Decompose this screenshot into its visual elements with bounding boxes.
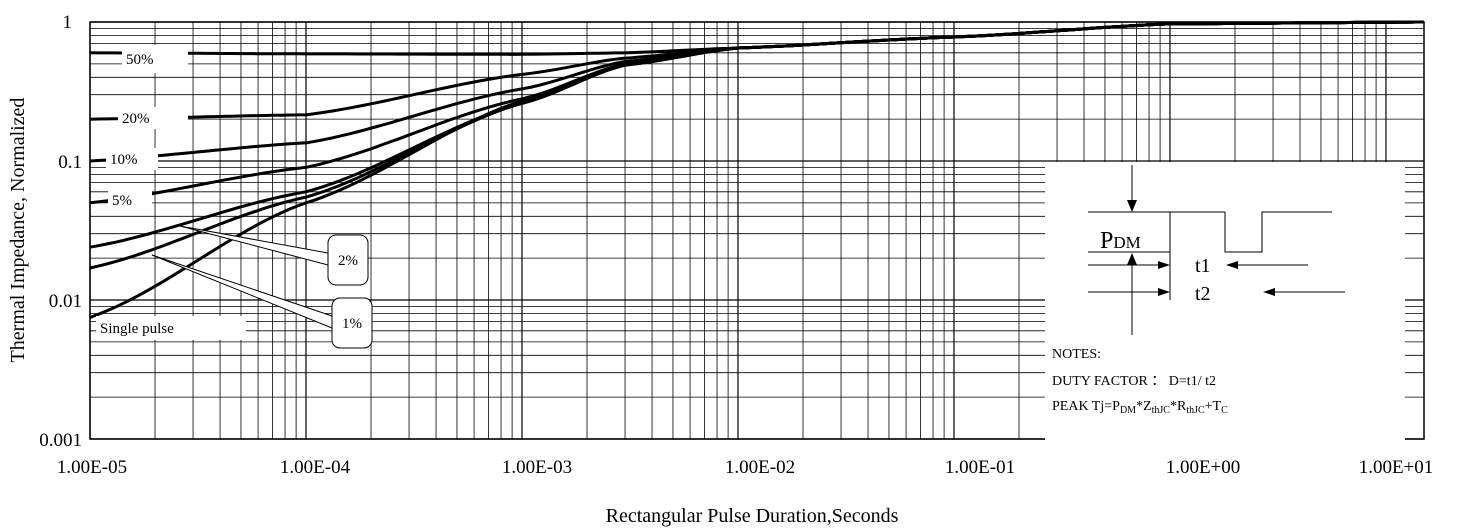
label-5-percent: 5%: [112, 193, 132, 209]
notes-duty-factor: DUTY FACTOR ： D=t1/ t2: [1052, 374, 1216, 389]
x-axis-title: Rectangular Pulse Duration,Seconds: [606, 505, 899, 527]
x-tick-label: 1.00E-04: [280, 457, 351, 478]
y-tick-label: 0.1: [58, 152, 82, 173]
callout-2-percent: 2%: [338, 253, 358, 269]
callout-2-percent-box: [327, 234, 369, 286]
series-line-10-: [89, 20, 1424, 163]
series-line-single-pulse: [89, 20, 1424, 319]
plot-frame: [89, 21, 1425, 440]
x-tick-label: 1.00E-03: [502, 457, 572, 478]
x-tick-label: 1.00E-01: [945, 457, 1015, 478]
t2-label: t2: [1195, 283, 1211, 305]
notes-peak-tj: PEAK Tj=PDM*ZthJC*RthJC+TC: [1052, 399, 1228, 416]
x-tick-label: 1.00E-05: [57, 457, 127, 478]
label-5-percent-bg: [108, 188, 152, 212]
label-10-percent-bg: [106, 148, 158, 170]
label-20-percent: 20%: [122, 111, 150, 127]
x-tick-label: 1.00E+00: [1166, 457, 1241, 478]
series-line-20-: [89, 20, 1424, 121]
y-axis-title: Thermal Impedance, Normalized: [7, 98, 29, 363]
curve-labels: 50% 20% 10% 5% Single pulse 2% 1%: [96, 45, 373, 349]
x-tick-label: 1.00E+01: [1359, 457, 1434, 478]
curves: [89, 20, 1424, 319]
label-20-percent-bg: [118, 107, 188, 129]
x-tick-label: 1.00E-02: [725, 457, 795, 478]
pdm-label: PDM: [1100, 228, 1141, 254]
y-tick-label: 0.001: [39, 430, 82, 451]
callout-1-percent-box: [331, 297, 373, 349]
y-tick-label: 1: [63, 12, 73, 33]
notes-title: NOTES:: [1052, 347, 1101, 362]
series-line-50-: [89, 20, 1424, 56]
label-10-percent: 10%: [110, 152, 138, 168]
label-single-pulse-bg: [96, 316, 246, 340]
y-tick-label: 0.01: [49, 291, 82, 312]
label-50-percent: 50%: [126, 52, 154, 68]
callout-1-percent: 1%: [342, 316, 362, 332]
t1-label: t1: [1195, 255, 1211, 277]
pulse-diagram: PDM t1 t2 NOTES: DUTY FACTOR ： D=t1/ t2 …: [1045, 162, 1405, 442]
label-50-percent-bg: [122, 45, 188, 73]
label-single-pulse: Single pulse: [100, 321, 174, 337]
